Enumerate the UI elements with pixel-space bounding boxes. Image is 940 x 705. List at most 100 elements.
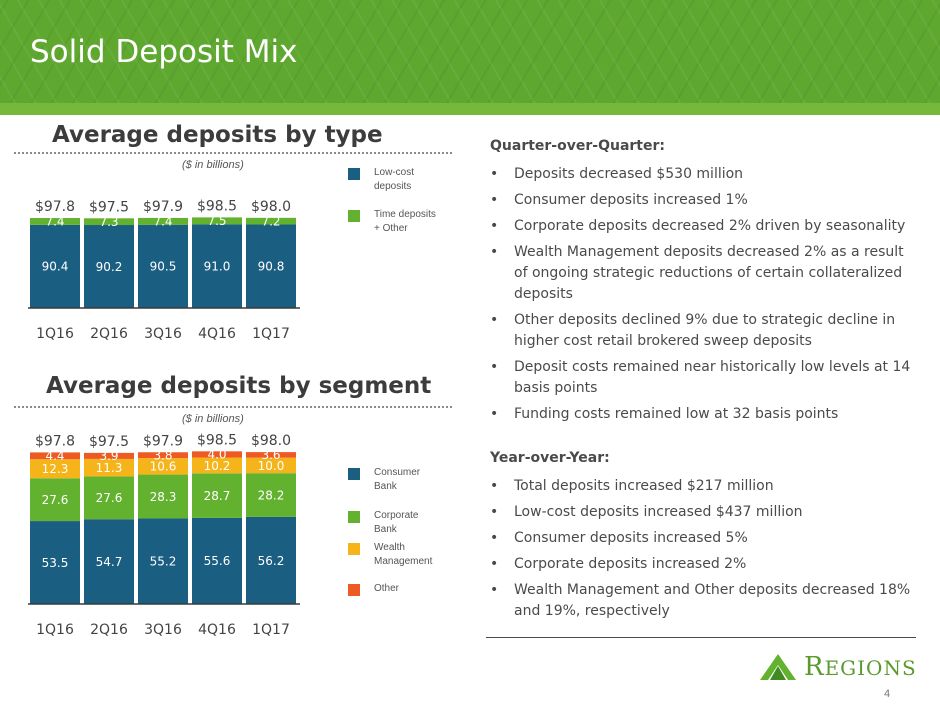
bar-label-3Q16-seg-4: 3.8 bbox=[153, 449, 172, 463]
total-label-1Q16: $97.8 bbox=[35, 199, 75, 215]
header-band bbox=[0, 103, 940, 115]
bar-1Q17-seg-1 bbox=[246, 224, 296, 308]
bar-1Q16-seg-1 bbox=[30, 224, 80, 308]
total-label-4Q16: $98.5 bbox=[197, 432, 237, 448]
legend-wealth-management: Wealth Management bbox=[348, 541, 444, 569]
bar-label-2Q16-seg-4: 3.9 bbox=[99, 449, 118, 463]
qoq-bullet-text: Deposits decreased $530 million bbox=[514, 166, 744, 182]
legend-corporate-bank: Corporate Bank bbox=[348, 509, 444, 537]
qoq-bullet-text: Consumer deposits increased 1% bbox=[514, 192, 748, 208]
x-tick-1Q17: 1Q17 bbox=[252, 326, 290, 342]
qoq-bullet-6: • Deposit costs remained near historicall… bbox=[490, 357, 920, 399]
total-label-3Q16: $97.9 bbox=[143, 433, 183, 449]
legend-label-time-deposits: Time deposits + Other bbox=[374, 209, 436, 234]
bar-4Q16-seg-2 bbox=[192, 217, 242, 225]
bar-3Q16-seg-2 bbox=[138, 217, 188, 225]
chart-segment-title: Average deposits by segment bbox=[46, 373, 432, 399]
bar-label-1Q17-seg-1: 90.8 bbox=[258, 260, 285, 274]
bar-2Q16-seg-2 bbox=[84, 218, 134, 226]
total-label-1Q17: $98.0 bbox=[251, 199, 291, 215]
legend-swatch-low-cost bbox=[348, 168, 360, 180]
legend-swatch-wealth bbox=[348, 543, 360, 555]
legend-label-consumer: Consumer Bank bbox=[374, 467, 421, 492]
total-label-2Q16: $97.5 bbox=[89, 434, 129, 450]
bullet-dot: • bbox=[490, 244, 499, 260]
qoq-bullet-3: • Corporate deposits decreased 2% driven … bbox=[490, 216, 920, 237]
bar-label-1Q16-seg-1: 53.5 bbox=[42, 556, 69, 570]
bullet-dot: • bbox=[490, 530, 499, 546]
bullet-dot: • bbox=[490, 312, 499, 328]
bar-4Q16-seg-3 bbox=[192, 457, 242, 474]
bar-2Q16-seg-2 bbox=[84, 476, 134, 520]
bar-label-2Q16-seg-1: 90.2 bbox=[96, 260, 123, 274]
header-banner: Solid Deposit Mix bbox=[0, 0, 940, 115]
regions-pyramid-icon bbox=[760, 654, 796, 680]
legend-label-other: Other bbox=[374, 583, 400, 594]
yoy-bullet-3: • Consumer deposits increased 5% bbox=[490, 528, 920, 549]
yoy-bullet-text: Low-cost deposits increased $437 million bbox=[514, 504, 803, 520]
x-tick-1Q16: 1Q16 bbox=[36, 622, 74, 636]
bar-3Q16-seg-2 bbox=[138, 474, 188, 519]
x-tick-1Q17: 1Q17 bbox=[252, 622, 290, 636]
qoq-bullet-text: Corporate deposits decreased 2% driven b… bbox=[514, 218, 906, 234]
page-title: Solid Deposit Mix bbox=[30, 34, 298, 70]
x-tick-3Q16: 3Q16 bbox=[144, 622, 182, 636]
yoy-bullet-5: • Wealth Management and Other deposits de… bbox=[490, 580, 920, 622]
bar-4Q16-seg-4 bbox=[192, 451, 242, 458]
bar-label-1Q16-seg-2: 27.6 bbox=[42, 493, 69, 507]
bar-label-1Q17-seg-2: 28.2 bbox=[258, 488, 285, 502]
bar-3Q16-seg-1 bbox=[138, 224, 188, 308]
bar-2Q16-seg-3 bbox=[84, 458, 134, 477]
bar-1Q16-seg-2 bbox=[30, 478, 80, 522]
qoq-bullet-list: • Deposits decreased $530 million • Consume… bbox=[490, 164, 920, 425]
legend-low-cost: Low-cost deposits bbox=[348, 166, 444, 194]
bar-2Q16-seg-4 bbox=[84, 452, 134, 459]
legend-time-deposits: Time deposits + Other bbox=[348, 208, 444, 236]
x-tick-4Q16: 4Q16 bbox=[198, 326, 236, 342]
bar-label-1Q16-seg-1: 90.4 bbox=[42, 260, 69, 274]
chart-type-title: Average deposits by type bbox=[52, 122, 383, 148]
bar-label-4Q16-seg-1: 91.0 bbox=[204, 259, 231, 273]
bar-label-1Q16-seg-2: 7.4 bbox=[45, 215, 64, 229]
bar-label-1Q17-seg-4: 3.6 bbox=[261, 448, 280, 462]
qoq-bullet-1: • Deposits decreased $530 million bbox=[490, 164, 920, 185]
bar-2Q16-seg-1 bbox=[84, 519, 134, 604]
bullet-dot: • bbox=[490, 582, 499, 598]
qoq-bullet-text: Funding costs remained low at 32 basis p… bbox=[514, 406, 839, 422]
bullet-dot: • bbox=[490, 478, 499, 494]
bar-label-3Q16-seg-2: 28.3 bbox=[150, 490, 177, 504]
bar-label-3Q16-seg-2: 7.4 bbox=[153, 215, 172, 229]
chart-segment-divider bbox=[14, 406, 452, 408]
qoq-bullet-text: Other deposits declined 9% due to strate… bbox=[514, 312, 896, 349]
bar-1Q16-seg-3 bbox=[30, 459, 80, 479]
qoq-bullet-2: • Consumer deposits increased 1% bbox=[490, 190, 920, 211]
bar-label-4Q16-seg-2: 7.5 bbox=[207, 214, 226, 228]
bar-label-2Q16-seg-3: 11.3 bbox=[96, 461, 123, 475]
bar-1Q17-seg-2 bbox=[246, 473, 296, 517]
qoq-bullet-text: Wealth Management deposits decreased 2% … bbox=[514, 244, 904, 302]
total-label-3Q16: $97.9 bbox=[143, 199, 183, 215]
legend-label-wealth: Wealth Management bbox=[374, 542, 433, 567]
yoy-bullet-text: Wealth Management and Other deposits dec… bbox=[514, 582, 911, 619]
yoy-bullet-text: Corporate deposits increased 2% bbox=[514, 556, 747, 572]
yoy-bullet-1: • Total deposits increased $217 million bbox=[490, 476, 920, 497]
legend-swatch-time-deposits bbox=[348, 210, 360, 222]
bar-2Q16-seg-1 bbox=[84, 225, 134, 308]
bar-3Q16-seg-4 bbox=[138, 452, 188, 459]
bar-label-2Q16-seg-1: 54.7 bbox=[96, 555, 123, 569]
bar-label-1Q17-seg-1: 56.2 bbox=[258, 554, 285, 568]
chart-deposits-by-segment: 53.527.612.34.4$97.81Q1654.727.611.33.9$… bbox=[28, 432, 300, 636]
total-label-1Q17: $98.0 bbox=[251, 433, 291, 449]
yoy-bullet-text: Consumer deposits increased 5% bbox=[514, 530, 748, 546]
bar-label-2Q16-seg-2: 27.6 bbox=[96, 491, 123, 505]
bullet-dot: • bbox=[490, 218, 499, 234]
commentary-panel: Quarter-over-Quarter: • Deposits decrease… bbox=[490, 138, 920, 627]
regions-logo: REGIONS bbox=[758, 652, 917, 682]
legend-label-corporate: Corporate Bank bbox=[374, 510, 419, 535]
bar-1Q17-seg-2 bbox=[246, 217, 296, 225]
yoy-bullet-text: Total deposits increased $217 million bbox=[514, 478, 774, 494]
bar-label-4Q16-seg-2: 28.7 bbox=[204, 489, 231, 503]
chart-type-divider bbox=[14, 152, 452, 154]
bar-1Q16-seg-2 bbox=[30, 218, 80, 225]
footer-rule bbox=[486, 637, 916, 638]
